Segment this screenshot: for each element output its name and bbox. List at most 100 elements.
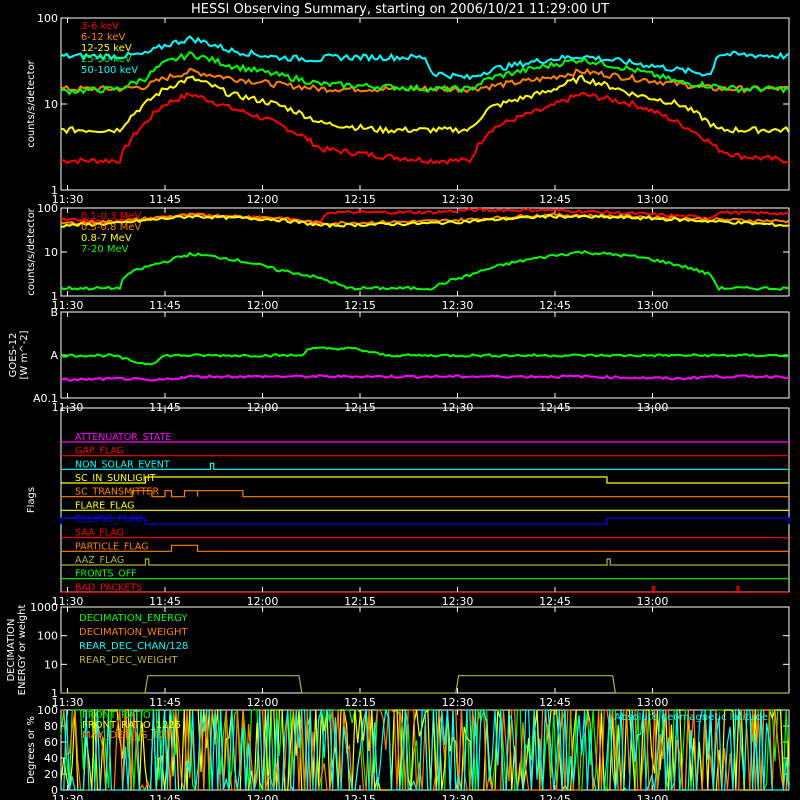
x-tick-label: 11:30 [52,793,84,800]
y-tick-label: A [50,349,58,362]
flag-label: FLARE_FLAG [75,500,135,511]
x-tick-label: 12:15 [344,193,376,206]
y-tick-label: B [50,306,58,319]
x-tick-label: 12:00 [247,193,279,206]
y-axis-label: ENERGY or weight [17,605,28,696]
legend-entry: REAR_DEC_WEIGHT [79,655,178,666]
y-tick-label: 1 [51,687,58,700]
x-tick-label: 13:00 [637,299,669,312]
x-tick-label: 11:45 [149,299,181,312]
flag-label: PARTICLE_FLAG [75,541,148,552]
legend-entry: 0.8-7 MeV [81,233,132,244]
series-line [60,212,790,226]
flag-label: GAP_FLAG [75,446,124,457]
x-tick-label: 11:45 [149,193,181,206]
series-line [61,709,790,792]
y-axis-label: counts/s/detector [26,207,37,295]
x-tick-label: 13:00 [637,793,669,800]
legend-entry: 12-25 keV [81,43,132,54]
legend-entry: 0.1-0.3 MeV [81,211,141,222]
y-tick-label: 0 [51,784,58,797]
x-tick-label: 13:00 [637,696,669,709]
legend-entry: REAR_DEC_CHAN/128 [79,641,188,652]
series-line [60,374,790,382]
flag-label: FRONTS_OFF [75,569,137,580]
panel-5: 11:30 11:45 12:00 12:15 12:30 12:45 13:00 DECIM… [6,601,790,709]
y-tick-label: 10 [44,98,58,111]
y-axis-label: Degrees or % [26,716,37,784]
flag-label: SC_IN_SUNLIGHT [75,473,156,484]
panel-frame [60,17,790,191]
x-tick-label: 11:30 [52,696,84,709]
y-tick-label: 1000 [30,601,58,614]
legend-entry: FRONT_RATIO_1225 [82,720,181,731]
flag-line [61,558,789,566]
y-tick-label: 100 [37,12,58,25]
flag-line [61,585,789,593]
flag-label: ATTENUATOR_STATE [75,432,171,443]
x-tick-label: 11:30 [52,299,84,312]
chart-title: HESSI Observing Summary, starting on 200… [191,2,609,17]
x-tick-label: 12:30 [442,595,474,608]
flag-label: AAZ_FLAG [75,555,124,566]
y-axis-label: GOES-12 [8,333,19,378]
x-tick-label: 11:45 [149,696,181,709]
panel-4: 11:30 11:45 12:00 12:15 12:30 12:45 13:00 Flags… [26,407,790,608]
flag-line [61,490,789,498]
x-tick-label: 13:00 [637,193,669,206]
x-tick-label: 12:45 [539,595,571,608]
series-line [60,346,790,366]
x-tick-label: 11:30 [52,193,84,206]
flag-line [61,462,789,470]
legend-entry: DECIMATION_ENERGY [79,613,188,624]
legend-entry: MAX_DET_VS_TOT [82,730,174,741]
legend-entry: 25-50 keV [81,54,132,65]
series-line [60,213,790,229]
x-tick-label: 12:15 [344,299,376,312]
y-axis-label: [W m^-2] [19,330,30,379]
x-tick-label: 12:30 [442,193,474,206]
series-line [60,67,790,94]
series-line [60,50,790,96]
legend-entry: 3-6 keV [81,21,119,32]
x-tick-label: 12:00 [247,299,279,312]
y-tick-label: 1 [51,184,58,197]
panel-2: 11:30 11:45 12:00 12:15 12:30 12:45 13:00 count… [26,202,790,312]
series-line [60,74,790,135]
x-tick-label: 12:45 [539,696,571,709]
y-axis-label: DECIMATION [6,618,17,681]
y-axis-label: counts/s/detector [26,59,37,147]
flag-label: SC_TRANSMITTER [75,487,160,498]
panel-1: 11:30 11:45 12:00 12:15 12:30 12:45 13:00 count… [26,12,790,206]
legend-entry: 6-12 keV [81,32,125,43]
x-tick-label: 12:15 [344,696,376,709]
legend-entry: 50-100 keV [81,65,138,76]
y-tick-label: 100 [37,630,58,643]
legend-entry: FRONT_RATIO [82,710,151,721]
x-tick-label: 11:30 [52,595,84,608]
x-tick-label: 12:45 [539,793,571,800]
series-line [61,675,789,694]
flag-line [61,476,789,484]
flag-line [60,517,790,525]
x-tick-label: 12:15 [344,595,376,608]
y-tick-label: 80 [44,720,58,733]
x-tick-label: 12:00 [247,595,279,608]
annotation-label: Absolute geomagnetic latitude [614,712,768,723]
x-tick-label: 13:00 [637,595,669,608]
x-tick-label: 12:15 [344,793,376,800]
x-tick-label: 12:45 [539,299,571,312]
panel-3: 11:30 11:45 12:00 12:15 12:30 12:45 13:00GOES-… [8,306,790,414]
y-tick-label: 100 [37,202,58,215]
flag-label: BAD_PACKETS [75,582,142,593]
flag-label: ECLIPSE_FLAG [75,514,143,525]
x-tick-label: 12:00 [247,793,279,800]
y-axis-label: Flags [26,487,37,513]
y-tick-label: 10 [44,246,58,259]
y-tick-label: 20 [44,768,58,781]
flag-line [61,544,789,552]
series-line [60,35,790,81]
x-tick-label: 12:30 [442,793,474,800]
x-tick-label: 12:45 [539,193,571,206]
